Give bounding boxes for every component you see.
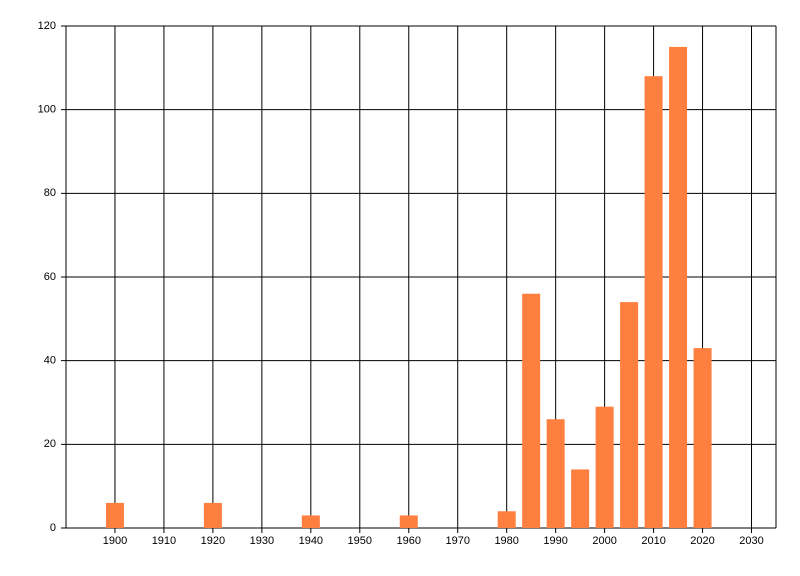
y-tick-label: 100	[38, 104, 56, 116]
x-tick-label: 1970	[445, 535, 469, 547]
y-tick-label: 60	[44, 271, 56, 283]
x-tick-label: 2000	[592, 535, 616, 547]
bar	[620, 302, 639, 528]
x-tick-label: 1910	[152, 535, 176, 547]
x-tick-label: 1950	[348, 535, 372, 547]
y-tick-label: 20	[44, 438, 56, 450]
bar	[595, 406, 614, 528]
y-tick-label: 40	[44, 355, 56, 367]
x-tick-label: 1960	[397, 535, 421, 547]
x-tick-label: 2030	[739, 535, 763, 547]
y-tick-label: 0	[50, 522, 56, 534]
bar	[399, 515, 418, 528]
bar	[105, 502, 124, 528]
bar	[203, 502, 222, 528]
y-tick-label: 80	[44, 187, 56, 199]
x-tick-label: 1900	[103, 535, 127, 547]
bar	[301, 515, 320, 528]
x-tick-label: 2020	[690, 535, 714, 547]
x-tick-label: 1940	[299, 535, 323, 547]
bar	[497, 511, 516, 528]
x-tick-label: 1990	[543, 535, 567, 547]
y-tick-label: 120	[38, 20, 56, 32]
bar	[693, 348, 712, 528]
bar	[669, 46, 688, 529]
x-tick-label: 1980	[494, 535, 518, 547]
bar	[644, 76, 663, 528]
bar	[546, 419, 565, 528]
bar	[571, 469, 590, 528]
x-tick-label: 2010	[641, 535, 665, 547]
x-tick-label: 1930	[250, 535, 274, 547]
x-tick-label: 1920	[201, 535, 225, 547]
bar	[522, 293, 541, 528]
